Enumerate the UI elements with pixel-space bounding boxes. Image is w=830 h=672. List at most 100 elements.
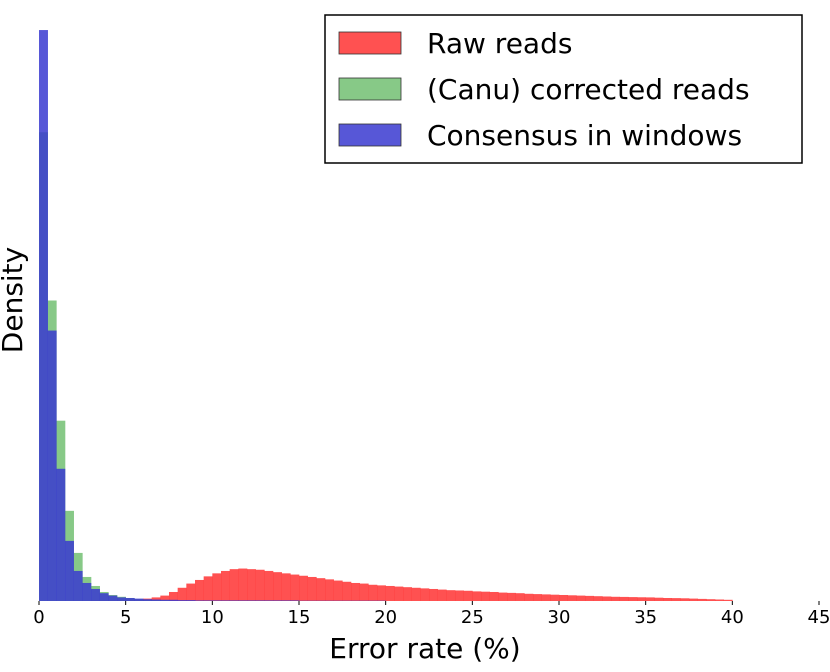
- x-tick-label: 0: [33, 607, 44, 628]
- histogram-bar: [611, 597, 620, 601]
- histogram-bar: [420, 588, 429, 601]
- histogram-bar: [724, 600, 733, 601]
- legend-swatch: [339, 78, 401, 100]
- x-axis-label: Error rate (%): [329, 632, 520, 665]
- histogram-bar: [134, 599, 143, 601]
- histogram-bar: [438, 590, 447, 601]
- histogram-bar: [715, 599, 724, 601]
- legend-swatch: [339, 32, 401, 54]
- histogram-bar: [152, 599, 161, 601]
- histogram-bar: [204, 576, 213, 601]
- histogram-bar: [238, 600, 247, 601]
- histogram-bar: [542, 594, 551, 601]
- legend-label: (Canu) corrected reads: [427, 73, 750, 106]
- histogram-bar: [368, 585, 377, 601]
- histogram-bar: [82, 583, 91, 601]
- histogram-bar: [299, 576, 308, 601]
- histogram-bar: [342, 582, 351, 601]
- histogram-bar: [212, 600, 221, 601]
- histogram-bar: [308, 577, 317, 601]
- histogram-bar: [524, 594, 533, 601]
- histogram-bar: [186, 600, 195, 601]
- histogram-bar: [117, 597, 126, 601]
- histogram-bar: [481, 592, 490, 601]
- histogram-bar: [429, 589, 438, 601]
- histogram-bar: [126, 598, 135, 601]
- histogram-bar: [247, 569, 256, 601]
- histogram-bar: [394, 587, 403, 601]
- histogram-bar: [646, 597, 655, 601]
- histogram-bar: [186, 584, 195, 601]
- legend-label: Raw reads: [427, 27, 572, 60]
- histogram-bar: [282, 573, 291, 601]
- histogram-bar: [230, 600, 239, 601]
- histogram-bar: [221, 571, 230, 601]
- histogram-bar: [360, 584, 369, 601]
- histogram-bar: [472, 591, 481, 601]
- x-tick-label: 25: [461, 607, 484, 628]
- histogram-bar: [256, 600, 265, 601]
- x-tick-label: 35: [634, 607, 657, 628]
- histogram-bar: [550, 595, 559, 601]
- histogram-bar: [455, 590, 464, 601]
- histogram-bar: [108, 596, 117, 601]
- histogram-bar: [516, 593, 525, 601]
- histogram-bar: [74, 571, 83, 601]
- histogram-bar: [212, 573, 221, 601]
- histogram-bar: [230, 569, 239, 601]
- histogram-bar: [264, 600, 273, 601]
- histogram-bar: [637, 597, 646, 601]
- histogram-bar: [351, 583, 360, 601]
- histogram-bar: [195, 600, 204, 601]
- histogram-bar: [490, 592, 499, 601]
- histogram-bar: [256, 570, 265, 601]
- histogram-bar: [507, 593, 516, 601]
- histogram-bar: [178, 588, 187, 601]
- histogram-bar: [247, 600, 256, 601]
- histogram-bar: [273, 572, 282, 601]
- histogram-bar: [48, 331, 57, 601]
- histogram-bar: [559, 595, 568, 601]
- histogram-bar: [238, 569, 247, 601]
- legend: Raw reads (Canu) corrected reads Consensus…: [325, 15, 802, 163]
- histogram-bar: [160, 600, 169, 601]
- histogram-bar: [680, 598, 689, 601]
- histogram-bar: [533, 594, 542, 601]
- x-tick-label: 5: [120, 607, 131, 628]
- histogram-bar: [403, 587, 412, 601]
- histogram-bar: [386, 586, 395, 601]
- histogram-bar: [663, 598, 672, 601]
- histogram-bar: [195, 580, 204, 601]
- x-tick-label: 45: [808, 607, 830, 628]
- histogram-bar: [204, 600, 213, 601]
- histogram-bar: [143, 599, 152, 601]
- legend-swatch: [339, 124, 401, 146]
- x-tick-label: 30: [548, 607, 571, 628]
- histogram-bar: [282, 600, 291, 601]
- histogram-bar: [178, 600, 187, 601]
- histogram-bar: [325, 579, 334, 601]
- histogram-bar: [334, 581, 343, 601]
- histogram-bar: [706, 599, 715, 601]
- histogram-bar: [377, 585, 386, 601]
- histogram-bar: [39, 30, 48, 601]
- legend-label: Consensus in windows: [427, 119, 742, 152]
- histogram-bar: [689, 599, 698, 601]
- histogram-bar: [316, 578, 325, 601]
- histogram-bar: [169, 600, 178, 601]
- histogram-bar: [672, 598, 681, 601]
- x-tick-label: 10: [201, 607, 224, 628]
- histogram-bar: [273, 600, 282, 601]
- x-tick-label: 40: [721, 607, 744, 628]
- histogram-bar: [464, 591, 473, 601]
- x-tick-label: 20: [374, 607, 397, 628]
- histogram-bar: [568, 595, 577, 601]
- histogram-bar: [698, 599, 707, 601]
- histogram-bar: [654, 598, 663, 601]
- histogram-bar: [169, 592, 178, 601]
- histogram-bar: [100, 593, 109, 601]
- histogram-bar: [602, 596, 611, 601]
- histogram-bar: [264, 571, 273, 601]
- histogram-bar: [91, 589, 100, 601]
